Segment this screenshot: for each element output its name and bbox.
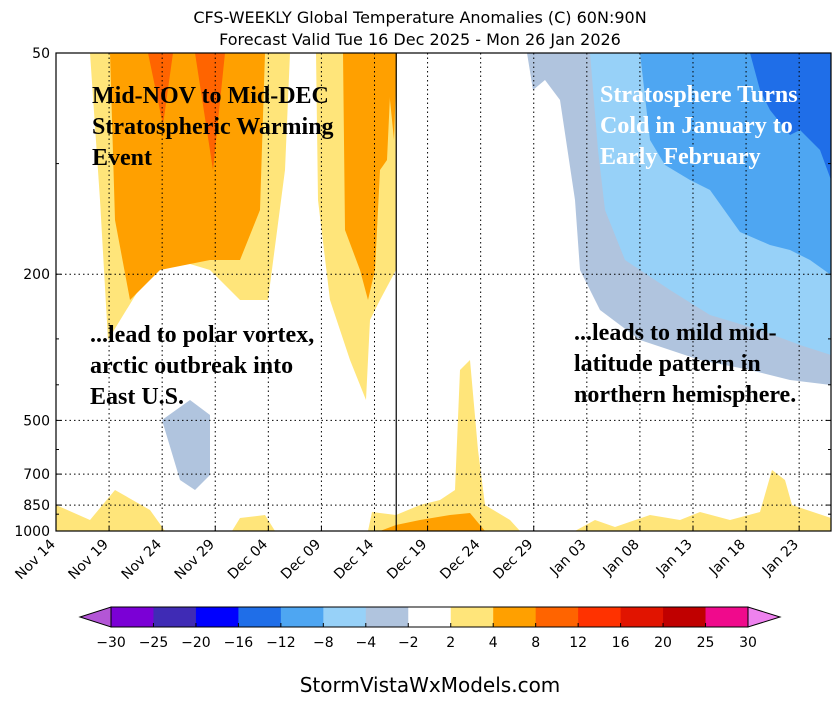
annotation-line: Mid-NOV to Mid-DEC: [92, 83, 329, 109]
colorbar-over-arrow: [747, 606, 782, 628]
annotation-line: Early February: [600, 144, 761, 170]
colorbar-swatch: [493, 607, 537, 627]
annotation-line: Stratospheric Warming: [92, 114, 334, 140]
colorbar-swatch: [408, 607, 452, 627]
region-surface-orange-1: [380, 513, 485, 531]
colorbar-tick-label: 12: [569, 635, 587, 651]
annotations: Mid-NOV to Mid-DEC Stratospheric Warming E…: [90, 82, 798, 410]
colorbar-tick-label: 2: [446, 635, 455, 651]
colorbar-swatch: [153, 607, 197, 627]
x-tick-label: Jan 18: [706, 537, 749, 580]
colorbar-tick-label: 16: [612, 635, 630, 651]
colorbar-swatch: [705, 607, 749, 627]
colorbar-swatch: [111, 607, 154, 627]
colorbar-tick-label: 20: [654, 635, 672, 651]
region-surface-yellow-3: [368, 360, 520, 531]
colorbar-tick-label: 30: [739, 635, 757, 651]
colorbar-tick-label: −20: [181, 635, 211, 651]
colorbar-under-arrow: [78, 606, 112, 628]
region-surface-yellow-2: [232, 515, 275, 531]
region-warm-orange-1: [110, 53, 265, 300]
colorbar-tick-label: −16: [224, 635, 254, 651]
annotation-line: Event: [92, 145, 152, 171]
colorbar-swatch: [450, 607, 494, 627]
chart-subtitle: Forecast Valid Tue 16 Dec 2025 - Mon 26 …: [219, 30, 621, 49]
colorbar-tick-label: −25: [139, 635, 169, 651]
contour-regions: [56, 53, 831, 531]
colorbar-tick-label: −4: [355, 635, 376, 651]
colorbar-swatch: [578, 607, 622, 627]
colorbar-swatch: [323, 607, 367, 627]
colorbar-tick-label: 4: [489, 635, 498, 651]
colorbar-swatch: [663, 607, 707, 627]
x-tick-label: Jan 23: [759, 537, 802, 580]
colorbar-tick-label: 25: [697, 635, 715, 651]
x-tick-label: Dec 04: [225, 536, 271, 582]
annotation-line: northern hemisphere.: [574, 382, 796, 408]
region-warm-orange-3: [384, 53, 397, 140]
region-warm-darkorange-2: [195, 53, 225, 170]
x-tick-label: Dec 14: [331, 536, 377, 582]
colorbar-swatch: [195, 607, 239, 627]
colorbar-frame: [110, 606, 749, 628]
colorbar-tick-label: −8: [313, 635, 334, 651]
colorbar-swatch: [280, 607, 324, 627]
colorbar-tick-label: 8: [531, 635, 540, 651]
x-tick-label: Nov 29: [172, 537, 218, 583]
annotation-line: latitude pattern in: [574, 351, 761, 377]
x-tick-label: Nov 14: [12, 536, 58, 582]
x-tick-label: Dec 24: [437, 536, 483, 582]
colorbar-swatch: [620, 607, 664, 627]
x-tick-label: Dec 29: [490, 537, 536, 583]
annotation-line: ...leads to mild mid-: [574, 320, 777, 346]
region-surface-yellow-4: [575, 470, 831, 531]
x-tick-label: Nov 24: [119, 536, 165, 582]
annotation-line: arctic outbreak into: [90, 353, 293, 379]
x-tick-label: Jan 13: [653, 537, 696, 580]
y-tick-label: 700: [23, 467, 50, 483]
footer-watermark: StormVistaWxModels.com: [299, 673, 561, 697]
colorbar: −30 −25 −20 −16 −12 −8 −4 −2 2 4 8 12 16 20 25 30: [78, 606, 782, 651]
colorbar-swatch: [535, 607, 579, 627]
y-tick-label: 1000: [14, 524, 50, 540]
colorbar-tick-label: −2: [398, 635, 419, 651]
annotation-line: ...lead to polar vortex,: [90, 322, 314, 348]
annotation-line: Stratosphere Turns: [600, 82, 798, 108]
region-cold-darkblue: [750, 53, 831, 180]
annotation-line: Cold in January to: [600, 113, 793, 139]
y-tick-label: 850: [23, 498, 50, 514]
x-tick-label: Jan 03: [547, 537, 590, 580]
grid-lines: [56, 53, 831, 531]
region-warm-darkorange-1: [148, 53, 173, 125]
colorbar-tick-label: −12: [266, 635, 296, 651]
colorbar-swatch: [238, 607, 282, 627]
x-tick-label: Dec 09: [278, 537, 324, 583]
region-cold-grayblue-1: [162, 400, 210, 490]
y-tick-label: 50: [32, 46, 50, 62]
annotation-line: East U.S.: [90, 384, 184, 410]
colorbar-tick-label: −30: [96, 635, 126, 651]
y-tick-label: 500: [23, 413, 50, 429]
chart-title: CFS-WEEKLY Global Temperature Anomalies …: [193, 8, 647, 27]
region-surface-yellow-1: [56, 490, 165, 531]
colorbar-swatch: [365, 607, 409, 627]
x-tick-label: Nov 19: [66, 537, 112, 583]
x-tick-label: Jan 08: [600, 537, 643, 580]
x-tick-label: Dec 19: [384, 537, 430, 583]
y-tick-label: 200: [23, 267, 50, 283]
region-warm-orange-2: [343, 53, 392, 300]
plot-frame: [55, 52, 832, 532]
